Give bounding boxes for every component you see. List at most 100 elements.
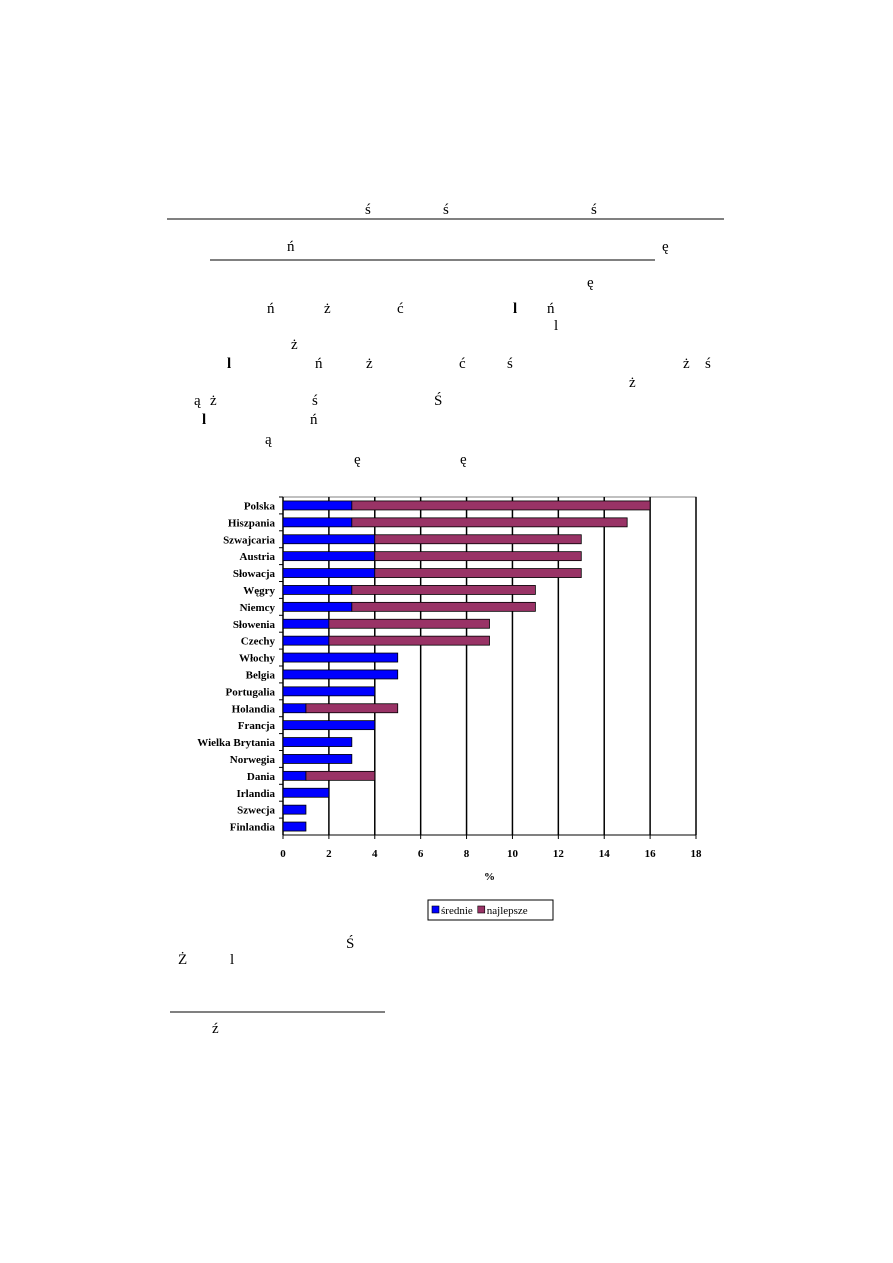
- y-tick-label: Hiszpania: [228, 517, 276, 529]
- glyph: ś: [443, 202, 449, 218]
- glyph: ń: [315, 356, 323, 372]
- bar-segment: [282, 534, 376, 545]
- y-tick-label: Finlandia: [230, 822, 276, 834]
- x-tick-label: 14: [599, 848, 611, 860]
- legend-box: [427, 899, 554, 921]
- y-tick-label: Austria: [240, 551, 276, 563]
- y-tick-label: Słowacja: [233, 568, 276, 580]
- glyph: ą: [265, 432, 272, 448]
- y-tick-label: Irlandia: [236, 788, 275, 800]
- glyph: l: [513, 301, 517, 317]
- x-tick-label: 8: [464, 848, 470, 860]
- glyph: ń: [267, 301, 275, 317]
- bar-segment: [305, 703, 399, 714]
- glyph: ę: [662, 239, 669, 255]
- bar-segment: [282, 821, 307, 832]
- y-tick-label: Włochy: [239, 653, 276, 665]
- glyph: ż: [366, 356, 373, 372]
- bar-segment: [374, 568, 582, 578]
- y-tick-label: Szwajcaria: [223, 534, 275, 546]
- glyph: ń: [547, 301, 555, 317]
- bar-segment: [305, 770, 376, 781]
- bar-segment: [282, 601, 353, 612]
- glyph: ż: [629, 375, 636, 391]
- bar-segment: [351, 517, 628, 528]
- y-tick-label: Niemcy: [240, 602, 276, 614]
- bar-segment: [282, 669, 399, 680]
- glyph: ć: [397, 301, 404, 317]
- y-tick-label: Słowenia: [233, 619, 276, 631]
- legend-label: najlepsze: [487, 905, 528, 917]
- bar-segment: [282, 754, 353, 764]
- legend-swatch: [477, 905, 486, 914]
- bar-segment: [282, 500, 353, 511]
- bar-segment: [282, 551, 376, 562]
- bar-segment: [282, 787, 330, 798]
- bar-segment: [282, 703, 307, 714]
- glyph: ę: [460, 452, 467, 468]
- y-tick-label: Portugalia: [226, 686, 276, 698]
- bar-segment: [282, 686, 376, 697]
- bar-segment: [374, 534, 582, 545]
- bar-segment: [282, 720, 376, 731]
- glyph: ż: [291, 337, 298, 353]
- glyph: ń: [310, 412, 318, 428]
- chart: 0 2 4 6 8 10 12 14 16 18% Polska Hiszpania Szwajcari…: [197, 496, 703, 921]
- bar-segment: [282, 568, 376, 578]
- glyph: ź: [212, 1021, 219, 1037]
- glyph: Ś: [346, 935, 354, 952]
- y-tick-label: Wielka Brytania: [197, 737, 275, 749]
- x-tick-label: 16: [645, 848, 657, 860]
- glyph: Ż: [178, 952, 187, 968]
- bar-segment: [351, 601, 536, 612]
- y-tick-label: Holandia: [232, 703, 276, 715]
- x-tick-label: 0: [280, 848, 286, 860]
- bar-segment: [282, 585, 353, 595]
- glyph: l: [230, 952, 234, 968]
- glyph: ś: [591, 202, 597, 218]
- glyph: ż: [324, 301, 331, 317]
- text-glyphs: ś ś ś ń ę ę ń ż ć l ń l ż l ń ż ć ś ż ś …: [178, 202, 711, 1037]
- bar-segment: [282, 517, 353, 528]
- y-tick-label: Szwecja: [237, 805, 275, 817]
- x-tick-label: 18: [691, 848, 703, 860]
- bar-segment: [282, 737, 353, 747]
- glyph: ę: [587, 275, 594, 291]
- glyph: ą: [194, 393, 201, 409]
- bar-segment: [374, 551, 582, 562]
- bar-segment: [328, 618, 490, 629]
- x-tick-label: 4: [372, 848, 378, 860]
- bar-segment: [328, 635, 490, 646]
- glyph: ż: [683, 356, 690, 372]
- y-tick-label: Węgry: [243, 585, 275, 597]
- y-tick-label: Czechy: [241, 636, 276, 648]
- legend-swatch: [431, 905, 440, 914]
- y-tick-label: Polska: [244, 500, 276, 512]
- glyph: ś: [507, 356, 513, 372]
- bar-segment: [351, 500, 651, 511]
- x-tick-label: 10: [507, 848, 519, 860]
- y-tick-label: Norwegia: [230, 754, 276, 766]
- x-tick-label: 2: [326, 848, 332, 860]
- glyph: ć: [459, 356, 466, 372]
- glyph: ś: [705, 356, 711, 372]
- x-tick-label: 12: [553, 848, 565, 860]
- glyph: ś: [365, 202, 371, 218]
- bar-segment: [282, 635, 330, 646]
- bar-segment: [351, 585, 536, 595]
- y-tick-label: Francja: [238, 720, 276, 732]
- x-tick-label: 6: [418, 848, 424, 860]
- glyph: ż: [210, 393, 217, 409]
- glyph: Ś: [434, 392, 442, 409]
- y-tick-label: Belgia: [246, 669, 276, 681]
- glyph: ś: [312, 393, 318, 409]
- bar-segment: [282, 770, 307, 781]
- x-axis-label: %: [484, 871, 495, 883]
- y-tick-label: Dania: [247, 771, 276, 783]
- glyph: l: [202, 412, 206, 428]
- bar-segment: [282, 804, 307, 815]
- bar-segment: [282, 652, 399, 663]
- glyph: ę: [354, 452, 361, 468]
